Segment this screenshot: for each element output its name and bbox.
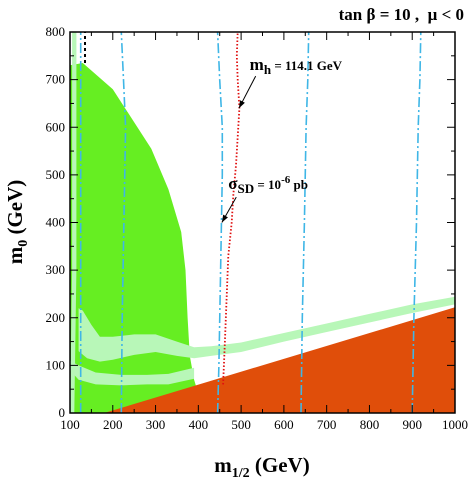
relic-band-lower [70,360,195,386]
relic-band-main [78,296,455,362]
y-tick-label: 400 [46,215,66,230]
sigma-sd-contour-3 [216,32,224,413]
excluded-region [70,307,455,413]
x-tick-label: 400 [189,417,209,432]
x-tick-label: 500 [231,417,251,432]
sigma-arrow-head [221,214,228,223]
ticks-layer [69,31,456,414]
y-tick-label: 100 [46,357,66,372]
y-tick-label: 0 [59,405,66,420]
higgs-arrow-head [238,100,245,109]
x-axis-title: m1/2 (GeV) [214,453,309,481]
x-tick-label: 100 [60,417,80,432]
x-tick-label: 800 [360,417,380,432]
y-tick-label: 600 [46,119,66,134]
higgs-mass-contour [222,32,241,385]
x-tick-label: 600 [274,417,294,432]
bsgamma-region [70,63,197,413]
tick-labels-layer: 100 200 300 400 500 600 700 800 900 1000010020030… [46,24,469,432]
chart-title: tan β = 10 , μ < 0 [339,5,464,24]
y-tick-label: 500 [46,167,66,182]
x-tick-label: 900 [402,417,422,432]
sigma-sd-contour-4 [300,32,310,413]
x-tick-label: 200 [103,417,123,432]
sigma-sd-annotation: σSD = 10-6 pb [221,174,308,223]
x-tick-label: 300 [146,417,166,432]
higgs-mass-label: mh = 114.1 GeV [250,55,343,77]
y-tick-label: 800 [46,24,66,39]
y-tick-label: 200 [46,310,66,325]
contours-layer [79,32,422,413]
higgs-mass-annotation: mh = 114.1 GeV [238,55,343,109]
x-tick-label: 1000 [442,417,468,432]
y-tick-label: 700 [46,72,66,87]
sigma-sd-contour-2 [120,32,127,413]
sigma-sd-label: σSD = 10-6 pb [228,174,308,196]
y-axis-title: m0 (GeV) [3,180,31,265]
sigma-sd-contour-5 [411,32,422,413]
x-tick-label: 700 [317,417,337,432]
y-tick-label: 300 [46,262,66,277]
